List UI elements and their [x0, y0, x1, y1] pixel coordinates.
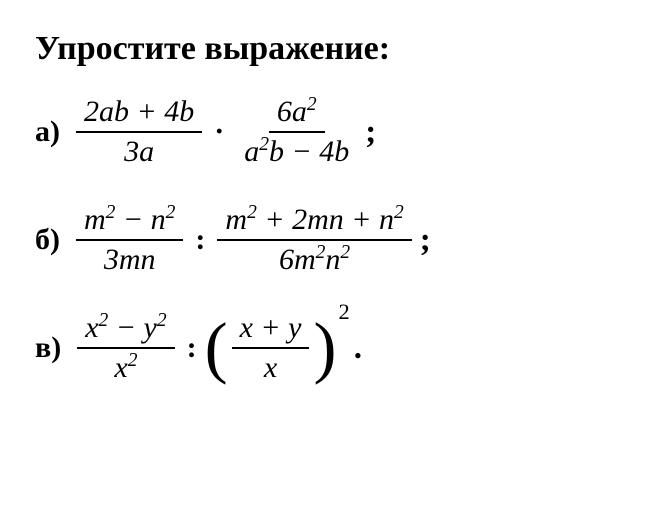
problem-b: б) m2 − n2 3mn : m2 + 2mn + n2 6m2n2 ; — [35, 201, 632, 279]
left-paren-icon: ( — [205, 320, 228, 375]
frac-b1-num: m2 − n2 — [76, 201, 183, 241]
end-a: ; — [365, 114, 376, 151]
frac-b1-den: 3mn — [96, 241, 164, 279]
frac-a2-den: a2b − 4b — [236, 133, 357, 171]
problem-c-label: в) — [35, 331, 61, 365]
page-title: Упростите выражение: — [35, 30, 632, 68]
fraction-c2: x + y x — [232, 309, 310, 387]
end-b: ; — [420, 222, 431, 259]
paren-c: ( x + y x ) 2 — [205, 309, 350, 387]
frac-a2-num: 6a2 — [269, 93, 325, 133]
fraction-b2: m2 + 2mn + n2 6m2n2 — [217, 201, 411, 279]
problem-c: в) x2 − y2 x2 : ( x + y x ) 2 . — [35, 309, 632, 387]
frac-b2-num: m2 + 2mn + n2 — [217, 201, 411, 241]
fraction-b1: m2 − n2 3mn — [76, 201, 183, 279]
frac-c1-num: x2 − y2 — [77, 309, 174, 349]
frac-b2-den: 6m2n2 — [271, 241, 358, 279]
problem-a: а) 2ab + 4b 3a · 6a2 a2b − 4b ; — [35, 93, 632, 171]
problem-a-label: а) — [35, 115, 60, 149]
op-a: · — [214, 115, 224, 149]
frac-a1-num: 2ab + 4b — [76, 93, 202, 133]
op-b: : — [195, 223, 205, 257]
frac-c2-num: x + y — [232, 309, 310, 349]
fraction-c1: x2 − y2 x2 — [77, 309, 174, 387]
right-paren-icon: ) — [313, 320, 336, 375]
paren-exponent: 2 — [338, 299, 349, 325]
frac-c2-den: x — [256, 349, 285, 387]
problem-b-label: б) — [35, 223, 60, 257]
fraction-a2: 6a2 a2b − 4b — [236, 93, 357, 171]
fraction-a1: 2ab + 4b 3a — [76, 93, 202, 171]
end-c: . — [354, 330, 362, 367]
op-c: : — [187, 331, 197, 365]
frac-c1-den: x2 — [106, 349, 145, 387]
frac-a1-den: 3a — [116, 133, 162, 171]
